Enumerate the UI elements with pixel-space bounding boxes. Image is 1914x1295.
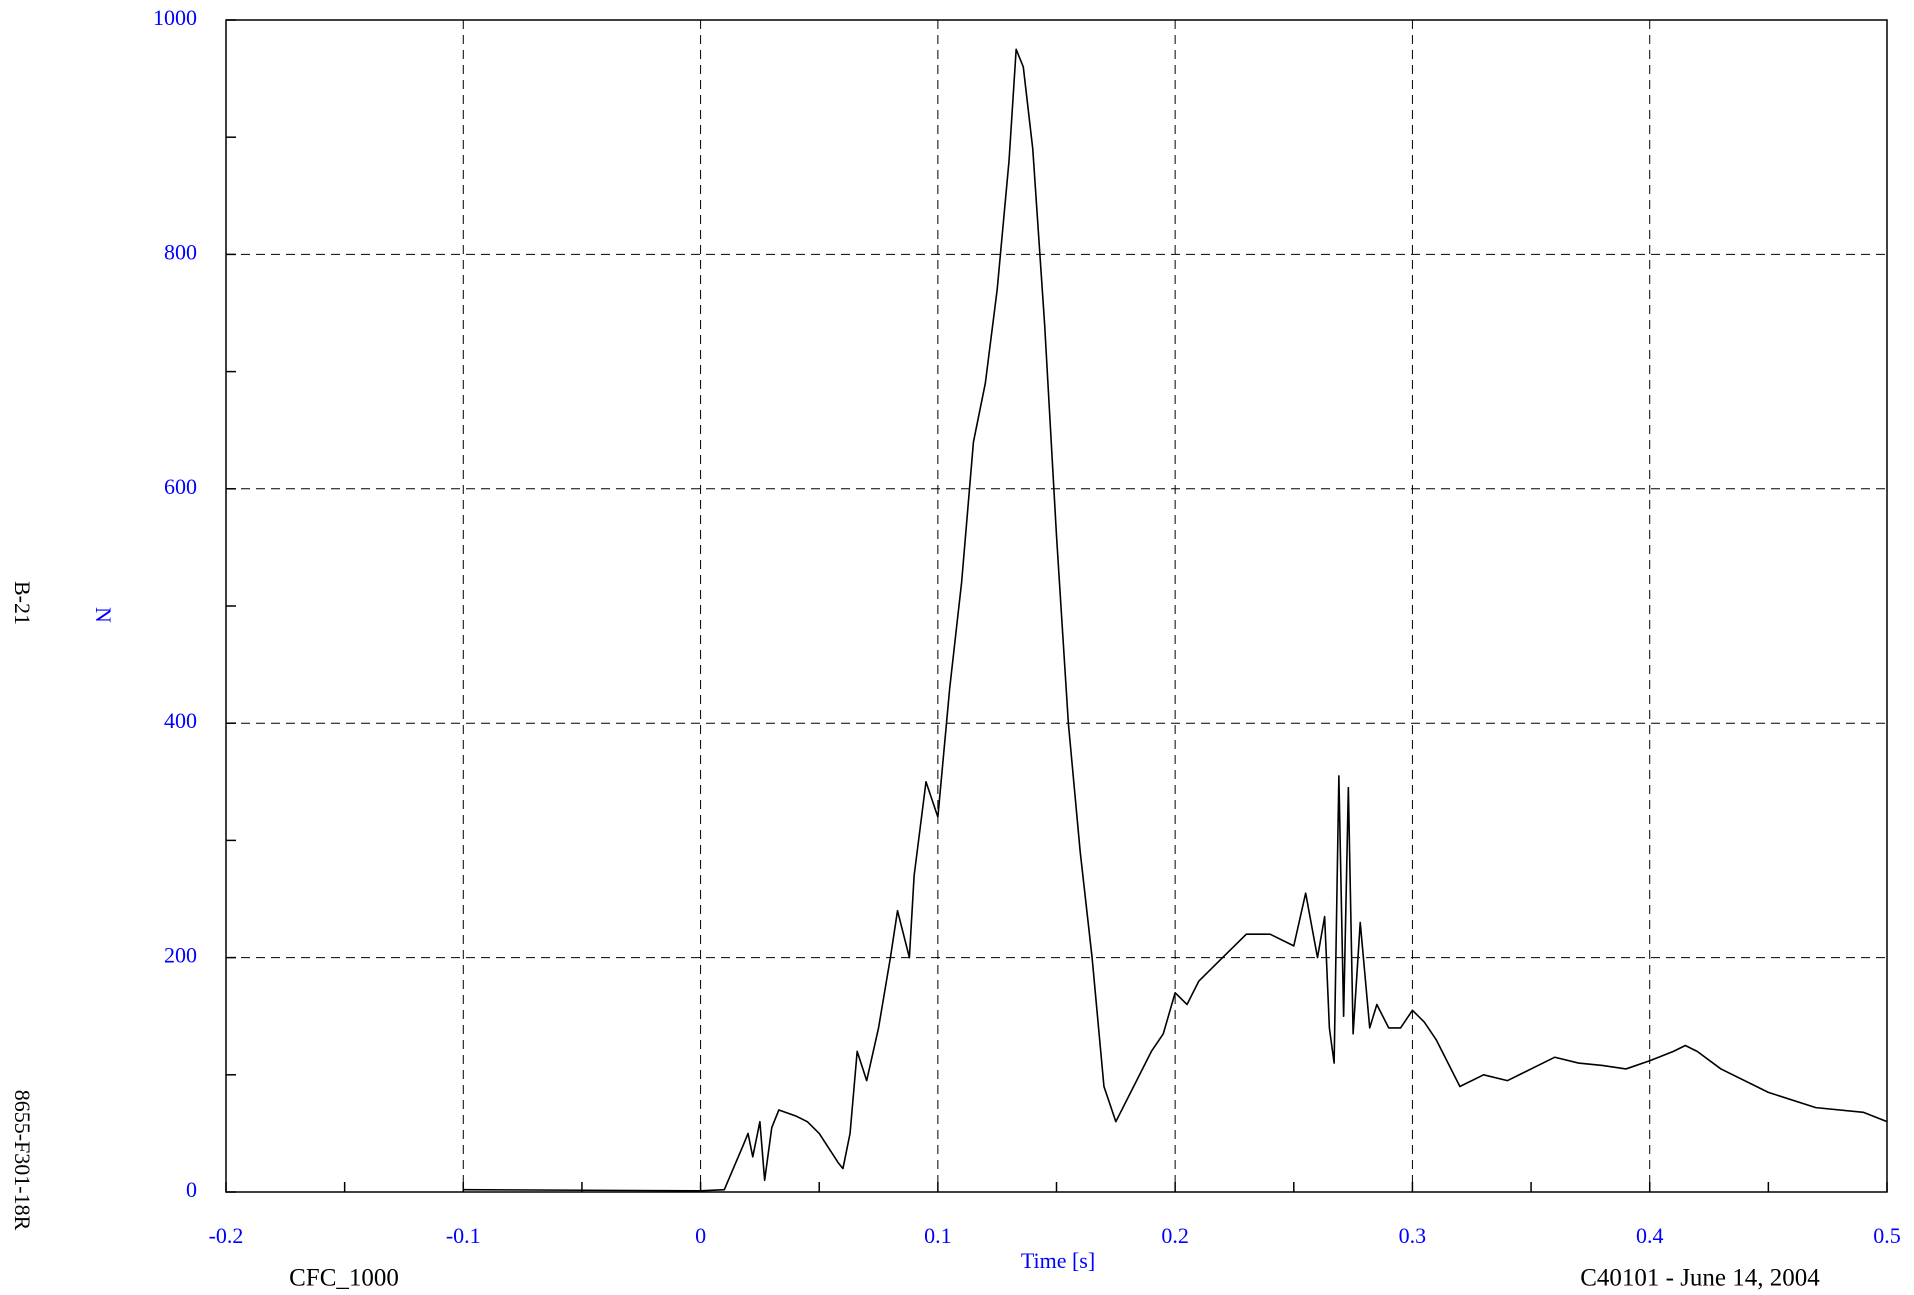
footer-left: CFC_1000 (289, 1265, 399, 1290)
x-tick-label: 0.1 (924, 1223, 952, 1248)
y-tick-label: 0 (186, 1177, 197, 1202)
x-tick-label: 0.5 (1873, 1223, 1901, 1248)
x-axis-label: Time [s] (1021, 1248, 1095, 1273)
x-tick-label: 0.2 (1161, 1223, 1189, 1248)
footer-right: C40101 - June 14, 2004 (1580, 1265, 1820, 1290)
plot-frame (225, 19, 1888, 1193)
y-tick-label: 1000 (153, 5, 197, 30)
y-tick-label: 800 (164, 239, 197, 264)
y-tick-label: 200 (164, 943, 197, 968)
y-axis-label: N (91, 607, 116, 623)
x-tick-label: -0.2 (209, 1223, 244, 1248)
side-label: B-21 (10, 581, 35, 625)
x-tick-label: 0.3 (1399, 1223, 1427, 1248)
y-tick-label: 400 (164, 708, 197, 733)
y-tick-label: 600 (164, 474, 197, 499)
x-tick-label: 0 (695, 1223, 706, 1248)
x-tick-label: 0.4 (1636, 1223, 1664, 1248)
data-line (463, 48, 1888, 1192)
x-tick-label: -0.1 (446, 1223, 481, 1248)
side-label: 8655-F301-18R (10, 1090, 35, 1231)
